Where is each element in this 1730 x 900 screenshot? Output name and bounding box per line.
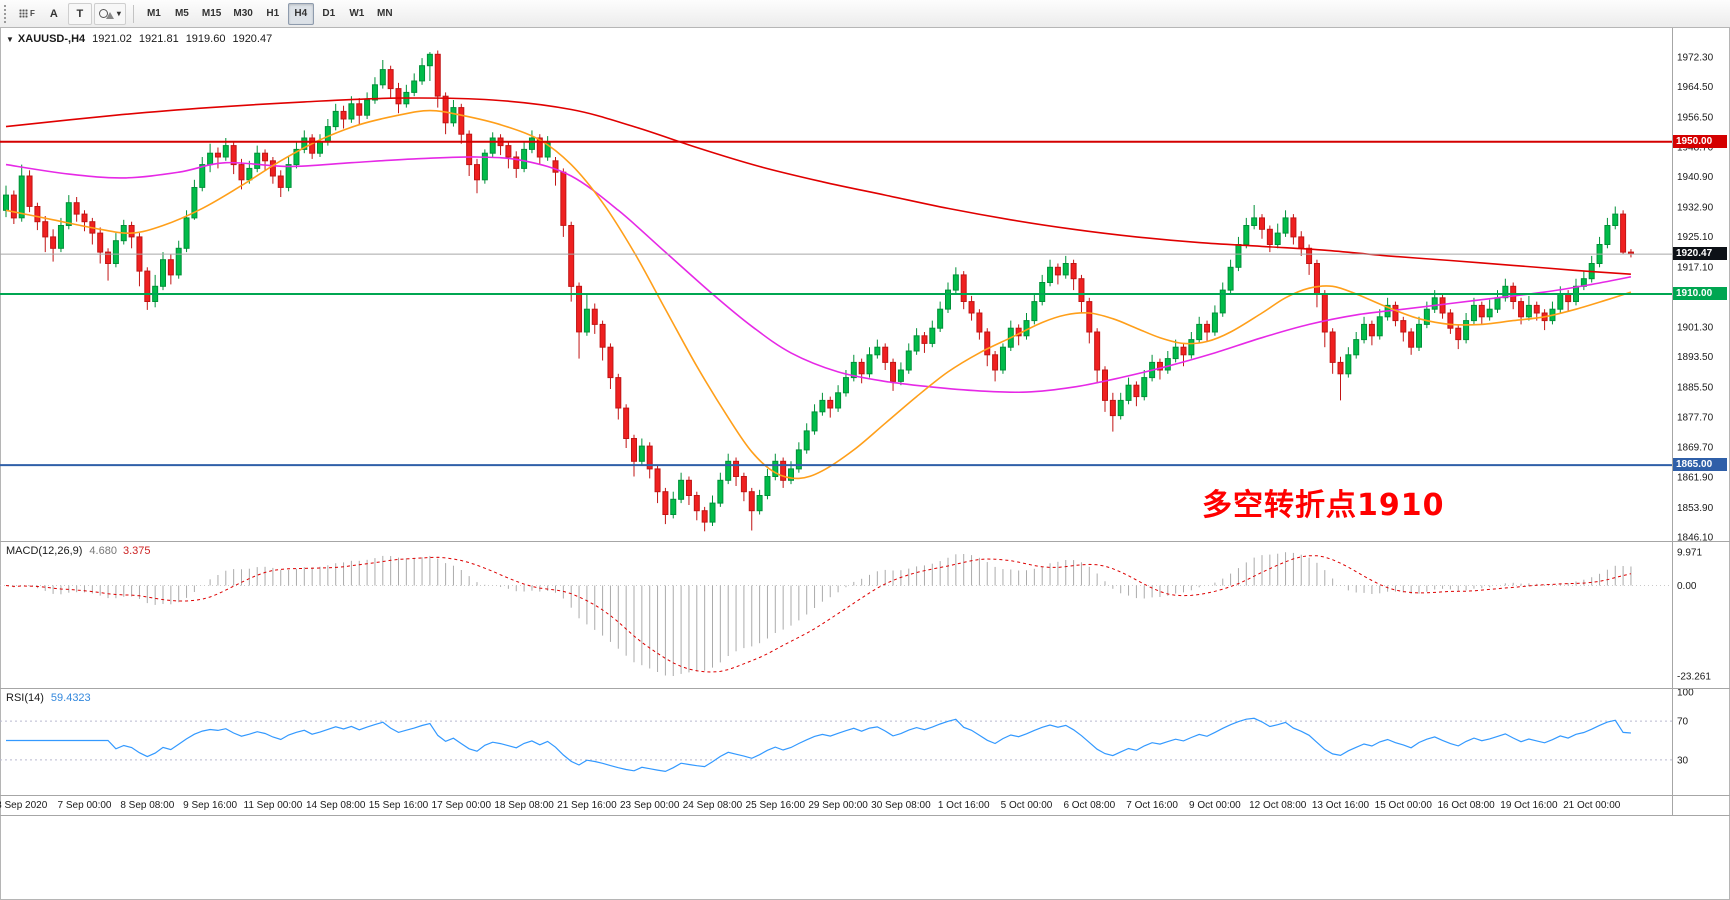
svg-text:29 Sep 00:00: 29 Sep 00:00 (808, 800, 868, 811)
ma-slow-line (5, 97, 1631, 275)
svg-text:1869.70: 1869.70 (1677, 443, 1714, 454)
svg-text:1846.10: 1846.10 (1677, 533, 1714, 544)
svg-text:12 Oct 08:00: 12 Oct 08:00 (1249, 800, 1307, 811)
svg-text:1877.70: 1877.70 (1677, 412, 1714, 423)
svg-text:-23.261: -23.261 (1677, 672, 1711, 683)
svg-text:1893.50: 1893.50 (1677, 352, 1714, 363)
svg-text:1917.10: 1917.10 (1677, 262, 1714, 273)
svg-text:16 Oct 08:00: 16 Oct 08:00 (1437, 800, 1495, 811)
rsi-header: RSI(14) 59.4323 (6, 692, 91, 704)
svg-text:15 Sep 16:00: 15 Sep 16:00 (369, 800, 429, 811)
macd-signal-value: 3.375 (122, 545, 151, 557)
svg-text:25 Sep 16:00: 25 Sep 16:00 (746, 800, 806, 811)
dropdown-caret-icon: ▾ (116, 9, 121, 18)
a-tool-button[interactable]: A (42, 3, 66, 25)
svg-text:1972.30: 1972.30 (1677, 53, 1714, 64)
open-value: 1921.02 (92, 33, 132, 45)
rsi-pane: 100 70 30 (0, 688, 1694, 773)
time-axis[interactable]: 3 Sep 2020 7 Sep 00:00 8 Sep 08:00 9 Sep 16… (0, 800, 1621, 811)
chart-annotation-text: 多空转折点1910 (1202, 488, 1445, 523)
svg-text:11 Sep 00:00: 11 Sep 00:00 (244, 800, 303, 811)
svg-text:24 Sep 08:00: 24 Sep 08:00 (683, 800, 743, 811)
svg-text:21 Sep 16:00: 21 Sep 16:00 (557, 800, 617, 811)
svg-text:8 Sep 08:00: 8 Sep 08:00 (120, 800, 174, 811)
macd-main-value: 4.680 (89, 545, 117, 557)
close-value: 1920.47 (232, 33, 273, 45)
rsi-value: 59.4323 (50, 692, 91, 704)
svg-text:70: 70 (1677, 717, 1689, 728)
timeframe-h1-button[interactable]: H1 (260, 3, 286, 25)
svg-text:7 Sep 00:00: 7 Sep 00:00 (58, 800, 112, 811)
svg-text:9 Oct 00:00: 9 Oct 00:00 (1189, 800, 1241, 811)
svg-text:1956.50: 1956.50 (1677, 113, 1714, 124)
svg-text:21 Oct 00:00: 21 Oct 00:00 (1563, 800, 1621, 811)
timeframe-mn-button[interactable]: MN (372, 3, 398, 25)
svg-text:17 Sep 00:00: 17 Sep 00:00 (432, 800, 492, 811)
svg-text:1853.90: 1853.90 (1677, 503, 1714, 514)
text-tool-button[interactable]: T (67, 2, 92, 25)
svg-text:1940.90: 1940.90 (1677, 172, 1714, 183)
svg-text:23 Sep 00:00: 23 Sep 00:00 (620, 800, 680, 811)
timeframe-h4-button[interactable]: H4 (287, 2, 314, 25)
rsi-label: RSI(14) (6, 692, 44, 704)
toolbar-separator (132, 4, 134, 23)
high-value: 1921.81 (138, 33, 179, 45)
svg-text:100: 100 (1677, 688, 1694, 699)
svg-text:9.971: 9.971 (1677, 548, 1702, 559)
collapse-triangle-icon[interactable]: ▼ (6, 35, 14, 44)
svg-text:6 Oct 08:00: 6 Oct 08:00 (1063, 800, 1115, 811)
horizontal-lines-layer (0, 140, 1672, 467)
svg-text:13 Oct 16:00: 13 Oct 16:00 (1312, 800, 1370, 811)
svg-text:9 Sep 16:00: 9 Sep 16:00 (183, 800, 237, 811)
svg-text:1925.10: 1925.10 (1677, 232, 1714, 243)
svg-text:0.00: 0.00 (1677, 581, 1697, 592)
price-axis[interactable]: 1972.30 1964.50 1956.50 1948.70 1940.90 1932.… (1677, 53, 1714, 544)
svg-text:15 Oct 00:00: 15 Oct 00:00 (1375, 800, 1433, 811)
ma-mid-line (5, 156, 1632, 394)
svg-text:1885.50: 1885.50 (1677, 383, 1714, 394)
triangle-shape-icon (105, 12, 114, 19)
svg-text:1964.50: 1964.50 (1677, 82, 1714, 93)
timeframe-m5-button[interactable]: M5 (169, 3, 195, 25)
toolbar-grip-handle[interactable] (4, 4, 9, 23)
symbol-timeframe-label: XAUUSD-,H4 (17, 33, 86, 45)
low-value: 1919.60 (185, 33, 226, 45)
svg-text:18 Sep 08:00: 18 Sep 08:00 (494, 800, 554, 811)
svg-text:14 Sep 08:00: 14 Sep 08:00 (306, 800, 366, 811)
timeframe-m15-button[interactable]: M15 (197, 3, 226, 25)
svg-text:1861.90: 1861.90 (1677, 472, 1714, 483)
chart-ohlc-header: ▼ XAUUSD-,H4 1921.02 1921.81 1919.60 192… (6, 33, 272, 45)
macd-pane: 9.971 0.00 -23.261 (0, 548, 1711, 683)
svg-text:30: 30 (1677, 755, 1689, 766)
macd-header: MACD(12,26,9) 4.680 3.375 (6, 545, 150, 557)
moving-averages-layer (5, 97, 1632, 480)
svg-text:3 Sep 2020: 3 Sep 2020 (0, 800, 48, 811)
svg-text:19 Oct 16:00: 19 Oct 16:00 (1500, 800, 1558, 811)
svg-text:1901.30: 1901.30 (1677, 323, 1714, 334)
svg-text:30 Sep 08:00: 30 Sep 08:00 (871, 800, 931, 811)
shapes-tool-button[interactable]: ▾ (93, 2, 126, 25)
candles-layer (3, 50, 1634, 532)
timeframe-w1-button[interactable]: W1 (344, 3, 370, 25)
svg-text:1948.70: 1948.70 (1677, 142, 1714, 153)
svg-text:1932.90: 1932.90 (1677, 202, 1714, 213)
svg-text:1909.30: 1909.30 (1677, 292, 1714, 303)
dot-grid-icon (19, 9, 28, 18)
pane-borders (0, 28, 1730, 816)
grid-f-label: F (30, 9, 35, 18)
svg-text:7 Oct 16:00: 7 Oct 16:00 (1126, 800, 1178, 811)
symbols-grid-button[interactable]: F (14, 3, 40, 25)
macd-label: MACD(12,26,9) (6, 545, 83, 557)
timeframe-m1-button[interactable]: M1 (141, 3, 167, 25)
timeframe-d1-button[interactable]: D1 (316, 3, 342, 25)
svg-text:1 Oct 16:00: 1 Oct 16:00 (938, 800, 990, 811)
svg-text:5 Oct 00:00: 5 Oct 00:00 (1001, 800, 1053, 811)
timeframe-m30-button[interactable]: M30 (228, 3, 257, 25)
toolbar: F A T ▾ M1 M5 M15 M30 H1 H4 D1 W1 MN (0, 0, 1730, 28)
